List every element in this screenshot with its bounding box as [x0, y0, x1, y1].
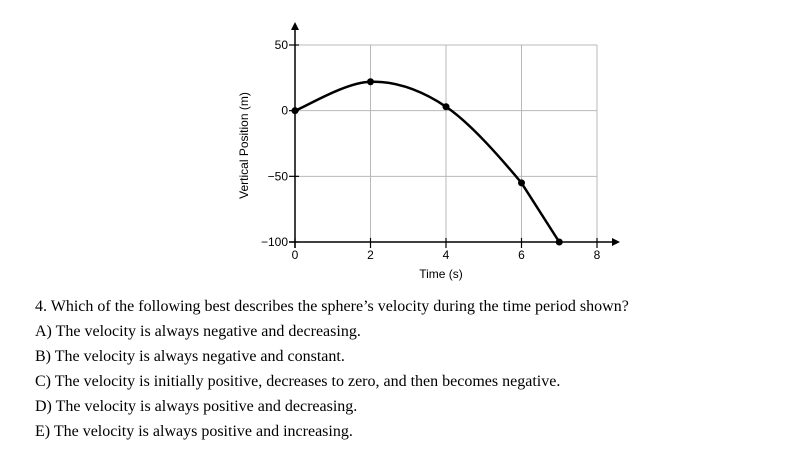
answer-option-a: A) The velocity is always negative and d… [35, 323, 361, 340]
series-line [294, 80, 561, 243]
x-tick-label: 0 [292, 248, 299, 262]
graph-svg: 50 0 −50 −100 0 2 4 6 8 Time (s) Vertical Positi… [237, 22, 620, 281]
data-point [518, 179, 525, 187]
y-tick-label: −50 [268, 169, 289, 183]
x-axis-arrow-icon [612, 238, 620, 246]
x-tick-label: 8 [594, 248, 601, 262]
y-axis-label: Vertical Position (m) [237, 92, 251, 199]
grid [295, 44, 598, 242]
position-time-graph: 50 0 −50 −100 0 2 4 6 8 Time (s) Vertical Positi… [237, 22, 620, 281]
x-tick-label: 4 [443, 248, 450, 262]
question-stem: 4. Which of the following best describes… [35, 298, 629, 315]
answer-option-b: B) The velocity is always negative and c… [35, 348, 345, 365]
data-point [555, 238, 563, 246]
data-series [291, 78, 563, 246]
y-tick-label: 0 [281, 104, 288, 118]
data-point [291, 107, 299, 115]
data-point [442, 103, 450, 111]
y-tick-label: −100 [261, 235, 288, 249]
data-point [367, 78, 374, 86]
x-tick-label: 6 [518, 248, 525, 262]
answer-option-e: E) The velocity is always positive and i… [35, 423, 353, 440]
answer-option-c: C) The velocity is initially positive, d… [35, 373, 561, 390]
y-tick-label: 50 [275, 38, 289, 52]
x-axis-label: Time (s) [419, 267, 463, 281]
axes [289, 22, 620, 248]
answer-option-d: D) The velocity is always positive and d… [35, 398, 358, 415]
y-axis-arrow-icon [291, 22, 299, 30]
x-tick-label: 2 [367, 248, 374, 262]
question-block: 4. Which of the following best describes… [35, 294, 785, 444]
